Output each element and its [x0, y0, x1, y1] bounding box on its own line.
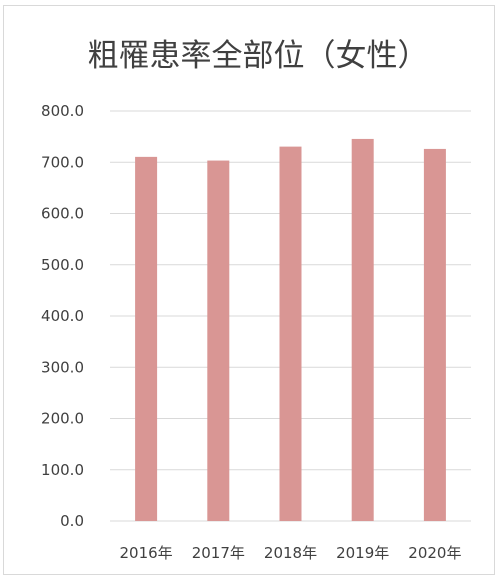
x-tick-label: 2020年 — [408, 544, 461, 562]
x-tick-label: 2018年 — [264, 544, 317, 562]
y-tick-label: 400.0 — [41, 307, 84, 325]
y-tick-label: 0.0 — [60, 512, 84, 530]
bar — [207, 160, 230, 521]
y-tick-label: 600.0 — [41, 205, 84, 223]
bar — [279, 146, 302, 521]
x-tick-label: 2016年 — [120, 544, 173, 562]
chart-frame — [3, 5, 495, 575]
bar — [423, 148, 446, 522]
x-tick-label: 2017年 — [192, 544, 245, 562]
bar — [135, 156, 158, 521]
chart-title: 粗罹患率全部位（女性） — [88, 38, 429, 74]
y-tick-label: 300.0 — [41, 358, 84, 376]
y-tick-label: 500.0 — [41, 256, 84, 274]
y-tick-label: 100.0 — [41, 461, 84, 479]
bar — [351, 138, 374, 521]
x-tick-label: 2019年 — [336, 544, 389, 562]
x-axis-labels: 2016年 2017年 2018年 2019年 2020年 — [120, 544, 462, 562]
y-tick-label: 800.0 — [41, 102, 84, 120]
bars — [135, 138, 446, 522]
y-tick-label: 200.0 — [41, 410, 84, 428]
y-tick-label: 700.0 — [41, 153, 84, 171]
y-axis-ticks: 0.0 100.0 200.0 300.0 400.0 500.0 600.0 700.0 80… — [41, 102, 84, 530]
